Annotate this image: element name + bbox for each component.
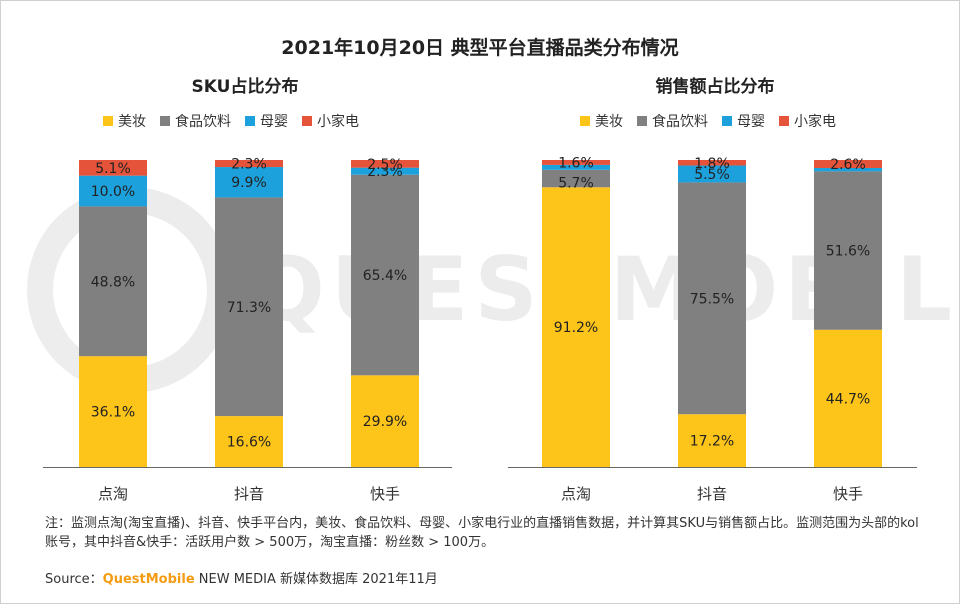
data-label: 75.5% [690,291,734,307]
legend-label: 美妆 [118,114,146,130]
bar-segment-1 [542,169,610,188]
data-label: 65.4% [363,268,407,284]
data-label: 1.8% [694,156,730,172]
legend-label: 母婴 [737,114,765,130]
legend-swatch [245,116,255,126]
data-label: 10.0% [91,184,135,200]
bar-segment-2 [351,167,419,175]
data-label: 48.8% [91,274,135,290]
bar-segment-2 [542,164,610,170]
data-label: 5.1% [95,161,131,177]
category-label: 点淘 [98,485,128,503]
data-label: 2.3% [231,157,267,173]
bar-segment-1 [814,171,882,330]
legend-swatch [160,116,170,126]
bar-segment-0 [542,187,610,467]
category-label: 快手 [370,485,400,503]
data-label: 5.7% [558,176,594,192]
bar-segment-3 [542,160,610,165]
legend-item-appliance: 小家电 [779,111,836,131]
legend-swatch [779,116,789,126]
bar-segment-2 [678,165,746,183]
legend-swatch [580,116,590,126]
source-line: Source：QuestMobile NEW MEDIA 新媒体数据库 2021… [45,568,438,587]
legend-label: 母婴 [260,114,288,130]
source-suffix: NEW MEDIA 新媒体数据库 2021年11月 [194,572,438,587]
bar-segment-3 [215,160,283,168]
bar-segment-0 [215,416,283,467]
category-label: 点淘 [561,485,591,503]
bar-segment-1 [215,197,283,417]
legend-label: 美妆 [595,114,623,130]
data-label: 51.6% [826,244,870,260]
data-label: 2.3% [367,164,403,180]
data-label: 29.9% [363,414,407,430]
data-label: 2.6% [830,157,866,173]
bar-segment-3 [814,160,882,168]
data-label: 91.2% [554,320,598,336]
legend-swatch [103,116,113,126]
source-prefix: Source： [45,572,103,587]
legend-item-appliance: 小家电 [302,111,359,131]
category-label: 快手 [833,485,863,503]
data-label: 5.5% [694,167,730,183]
category-label: 抖音 [234,485,264,503]
bar-segment-0 [79,356,147,467]
legend-item-baby: 母婴 [245,111,288,131]
bar-segment-0 [814,329,882,467]
bar-segment-0 [351,375,419,467]
source-brand: QuestMobile [102,572,195,587]
legend-item-beauty: 美妆 [103,111,146,131]
bar-segment-2 [814,167,882,172]
bar-segment-2 [215,167,283,198]
left-panel-title: SKU占比分布 [191,77,299,97]
legend-item-food: 食品饮料 [637,111,708,131]
legend-label: 小家电 [794,114,836,130]
legend-swatch [302,116,312,126]
legend-item-baby: 母婴 [722,111,765,131]
data-label: 16.6% [227,435,271,451]
data-label: 9.9% [231,175,267,191]
data-label: 44.7% [826,391,870,407]
bar-segment-1 [79,206,147,357]
left-legend: 美妆 食品饮料 母婴 小家电 [103,111,359,131]
category-label: 抖音 [697,485,727,503]
sku-chart: 36.1% 48.8% 10.0% 5.1% 点淘 16.6% 71.3% 9.9% 2.3% 抖… [43,157,452,503]
bar-segment-2 [79,175,147,207]
data-label: 17.2% [690,434,734,450]
bar-segment-1 [678,182,746,415]
data-label: 36.1% [91,405,135,421]
legend-item-food: 食品饮料 [160,111,231,131]
legend-swatch [722,116,732,126]
bar-segment-3 [351,160,419,168]
bar-segment-3 [678,160,746,166]
right-legend: 美妆 食品饮料 母婴 小家电 [580,111,836,131]
legend-label: 食品饮料 [652,114,708,130]
data-label: 71.3% [227,300,271,316]
legend-swatch [637,116,647,126]
legend-item-beauty: 美妆 [580,111,623,131]
legend-label: 食品饮料 [175,114,231,130]
bar-segment-1 [351,174,419,376]
page-title: 2021年10月20日 典型平台直播品类分布情况 [281,37,679,59]
right-panel-title: 销售额占比分布 [655,77,775,97]
footnote: 注：监测点淘(淘宝直播)、抖音、快手平台内，美妆、食品饮料、母婴、小家电行业的直… [45,516,919,550]
bar-segment-3 [79,160,147,176]
data-label: 1.6% [558,155,594,171]
sales-chart: 91.2% 5.7% 1.6% 点淘 17.2% 75.5% 5.5%1.8% 抖音 44.7%… [508,155,917,503]
legend-label: 小家电 [317,114,359,130]
data-label: 2.5% [367,157,403,173]
bar-segment-0 [678,414,746,467]
